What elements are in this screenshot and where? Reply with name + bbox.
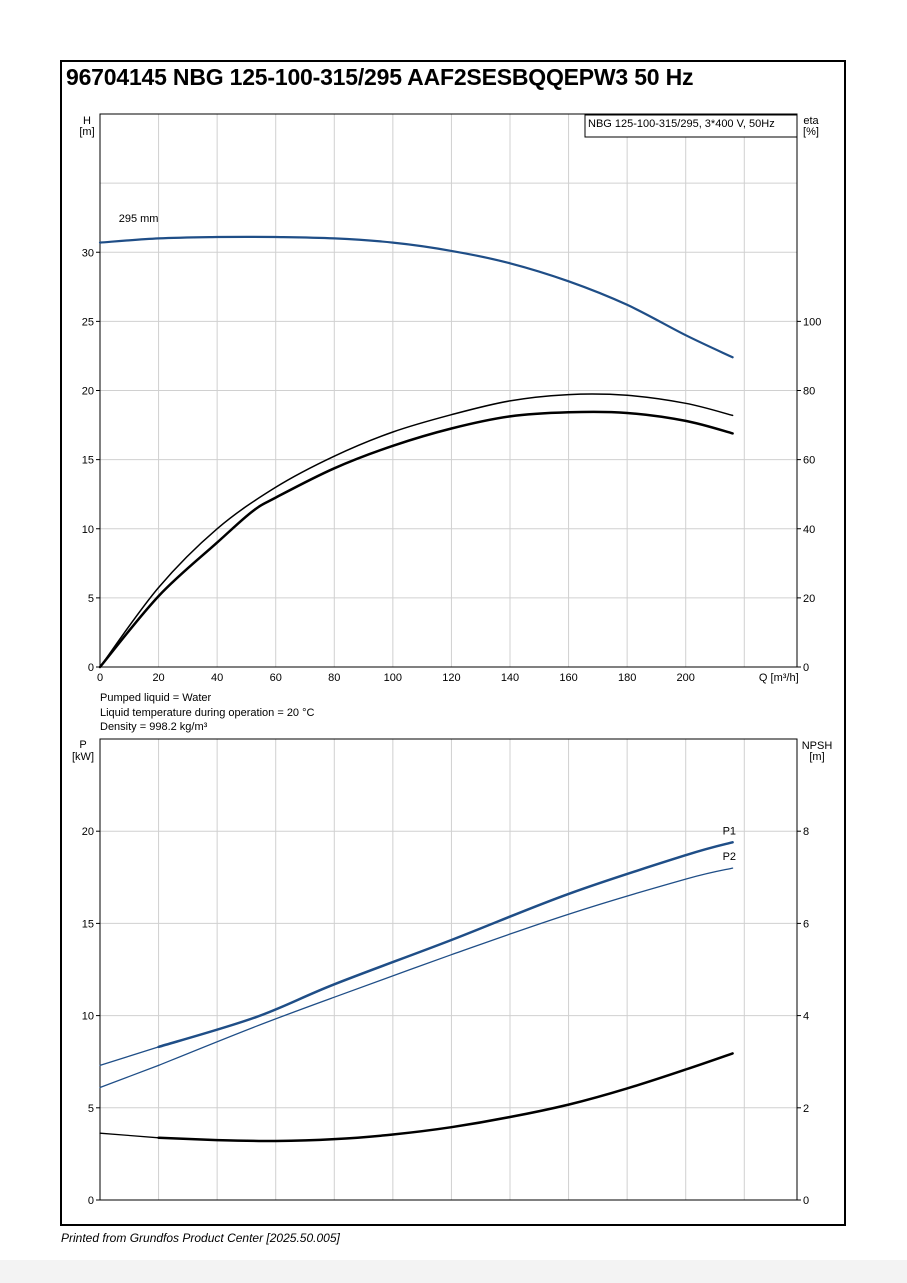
- footer-note: Printed from Grundfos Product Center [20…: [61, 1231, 340, 1245]
- right-tick-label: 0: [803, 662, 809, 674]
- series-line: [98, 235, 734, 359]
- series-label-p1: P1: [723, 825, 736, 837]
- right-axis-unit: [%]: [803, 126, 819, 138]
- series-line: [98, 410, 734, 669]
- left-tick-label: 15: [82, 918, 94, 930]
- x-axis-title: Q [m³/h]: [759, 672, 799, 684]
- left-axis-title: P: [79, 739, 86, 751]
- left-tick-label: 10: [82, 1011, 94, 1023]
- x-tick-label: 140: [501, 672, 519, 684]
- left-tick-label: 0: [88, 1195, 94, 1207]
- right-tick-label: 20: [803, 593, 815, 605]
- right-tick-label: 40: [803, 524, 815, 536]
- x-tick-label: 160: [559, 672, 577, 684]
- x-tick-label: 100: [384, 672, 402, 684]
- right-axis-title: eta: [803, 115, 819, 127]
- liquid-info-line: Liquid temperature during operation = 20…: [100, 707, 315, 719]
- left-tick-label: 10: [82, 524, 94, 536]
- right-tick-label: 0: [803, 1195, 809, 1207]
- left-tick-label: 5: [88, 1103, 94, 1115]
- series-line: [99, 1046, 160, 1067]
- datasheet-frame: [60, 60, 846, 1226]
- right-tick-label: 6: [803, 918, 809, 930]
- left-tick-label: 30: [82, 247, 94, 259]
- right-tick-label: 4: [803, 1011, 809, 1023]
- left-tick-label: 5: [88, 593, 94, 605]
- right-tick-label: 80: [803, 386, 815, 398]
- chart-grid: [100, 114, 797, 667]
- plot-frame: [99, 738, 798, 1201]
- series-label-p2: P2: [723, 851, 736, 863]
- left-axis-title: H: [83, 115, 91, 127]
- right-tick-label: 2: [803, 1103, 809, 1115]
- left-axis-unit: [m]: [79, 126, 94, 138]
- series-line: [99, 1132, 160, 1139]
- series-line: [99, 393, 734, 668]
- left-axis-unit: [kW]: [72, 751, 94, 763]
- right-axis-unit: [m]: [809, 751, 824, 763]
- right-axis-title: NPSH: [802, 740, 833, 752]
- legend-text: NBG 125-100-315/295, 3*400 V, 50Hz: [588, 118, 775, 130]
- x-tick-label: 80: [328, 672, 340, 684]
- legend-box: [584, 114, 798, 138]
- x-tick-label: 0: [97, 672, 103, 684]
- x-tick-label: 200: [677, 672, 695, 684]
- left-tick-label: 0: [88, 662, 94, 674]
- left-tick-label: 15: [82, 455, 94, 467]
- x-tick-label: 40: [211, 672, 223, 684]
- series-line: [157, 1052, 734, 1143]
- series-line-p2: [157, 867, 734, 1067]
- curve-annotation: 295 mm: [119, 213, 159, 225]
- left-tick-label: 25: [82, 316, 94, 328]
- x-tick-label: 120: [442, 672, 460, 684]
- x-tick-label: 180: [618, 672, 636, 684]
- right-tick-label: 60: [803, 455, 815, 467]
- right-tick-label: 8: [803, 826, 809, 838]
- chart-grid: [100, 739, 797, 1200]
- liquid-info-line: Pumped liquid = Water: [100, 692, 212, 704]
- x-tick-label: 60: [270, 672, 282, 684]
- right-tick-label: 100: [803, 316, 821, 328]
- left-tick-label: 20: [82, 826, 94, 838]
- left-tick-label: 20: [82, 386, 94, 398]
- series-line-p1: [157, 841, 734, 1049]
- liquid-info-line: Density = 998.2 kg/m³: [100, 721, 208, 733]
- page-title: 96704145 NBG 125-100-315/295 AAF2SESBQQE…: [66, 64, 694, 90]
- series-line: [99, 1064, 160, 1089]
- x-tick-label: 20: [152, 672, 164, 684]
